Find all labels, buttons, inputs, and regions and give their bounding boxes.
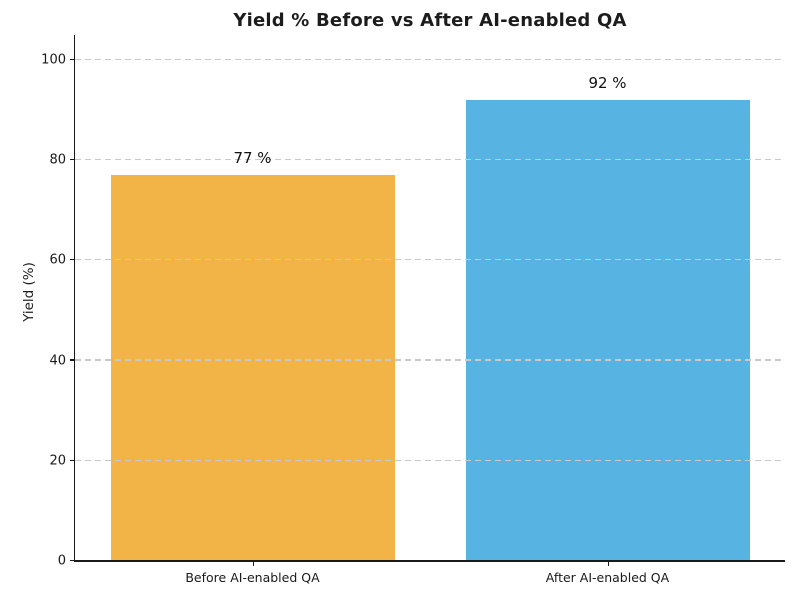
x-axis-line <box>74 560 785 562</box>
y-tick-label-80: 80 <box>49 152 66 168</box>
y-tick-label-0: 0 <box>57 553 66 569</box>
y-tick-label-20: 20 <box>49 453 66 469</box>
bar-after-ai-enabled-qa <box>465 100 750 561</box>
y-tick-mark-80 <box>70 158 75 161</box>
y-tick-mark-20 <box>70 459 75 461</box>
y-tick-label-100: 100 <box>41 52 66 68</box>
gridline-80 <box>75 159 785 161</box>
x-tick-mark-before-ai-enabled-qa <box>252 561 254 566</box>
y-tick-mark-0 <box>70 559 75 561</box>
bar-before-ai-enabled-qa <box>110 175 395 561</box>
y-axis-line <box>74 35 76 561</box>
gridline-60 <box>75 259 785 261</box>
y-tick-label-40: 40 <box>49 353 66 369</box>
y-tick-mark-60 <box>70 259 75 261</box>
x-tick-label-before-ai-enabled-qa: Before AI-enabled QA <box>185 570 320 585</box>
gridline-100 <box>75 58 785 61</box>
y-tick-label-60: 60 <box>49 252 66 268</box>
gridline-40 <box>75 359 785 361</box>
y-tick-mark-100 <box>70 58 75 61</box>
plot-area: 77 % 92 % 0 20 40 60 80 100 Before AI-enabled Q… <box>41 35 785 585</box>
gridline-20 <box>75 459 785 461</box>
x-tick-label-after-ai-enabled-qa: After AI-enabled QA <box>545 570 670 585</box>
x-tick-mark-after-ai-enabled-qa <box>607 561 609 566</box>
bar-value-label-after-ai-enabled-qa: 92 % <box>588 74 627 93</box>
chart-title: Yield % Before vs After AI-enabled QA <box>233 10 627 31</box>
y-tick-mark-40 <box>70 359 75 361</box>
bar-value-label-before-ai-enabled-qa: 77 % <box>233 149 272 168</box>
